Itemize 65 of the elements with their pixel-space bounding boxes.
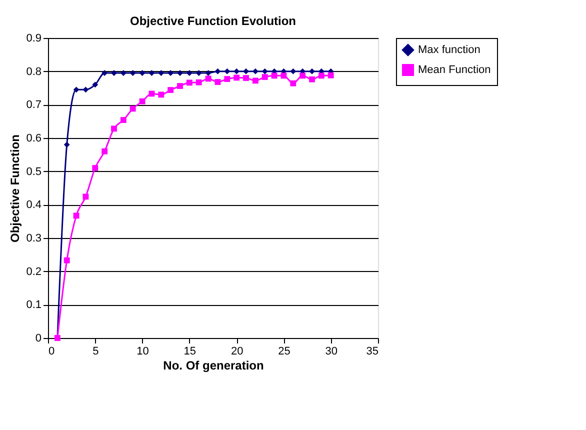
point bbox=[120, 117, 126, 123]
x-tick-label: 10 bbox=[136, 346, 149, 358]
point bbox=[168, 87, 174, 93]
point bbox=[205, 76, 212, 82]
point bbox=[92, 165, 98, 171]
legend-label: Max function bbox=[418, 44, 480, 56]
legend-label: Mean Function bbox=[418, 64, 491, 76]
y-tick-label: 0.9 bbox=[26, 32, 42, 44]
point bbox=[328, 72, 334, 78]
point bbox=[102, 148, 108, 154]
point bbox=[130, 106, 136, 112]
point bbox=[64, 257, 70, 264]
point bbox=[82, 194, 89, 200]
y-tick-label: 0.3 bbox=[26, 232, 42, 244]
point bbox=[271, 72, 278, 79]
point bbox=[309, 76, 315, 82]
y-tick-label: 0.2 bbox=[26, 266, 42, 278]
point bbox=[205, 70, 212, 76]
y-tick-label: 0.6 bbox=[26, 132, 42, 144]
point bbox=[177, 83, 183, 89]
point bbox=[214, 79, 221, 85]
point bbox=[148, 90, 155, 97]
x-axis-title: No. Of generation bbox=[163, 358, 264, 372]
point bbox=[243, 75, 249, 81]
point bbox=[224, 76, 230, 82]
x-tick-label: 25 bbox=[278, 346, 290, 358]
y-tick-label: 0.4 bbox=[26, 199, 42, 212]
x-tick-label: 35 bbox=[366, 346, 378, 358]
point bbox=[262, 74, 268, 80]
y-tick-label: 0.1 bbox=[26, 299, 42, 312]
point bbox=[73, 212, 80, 219]
point bbox=[224, 68, 230, 74]
point bbox=[148, 70, 155, 76]
point bbox=[290, 80, 296, 86]
y-axis-title: Objective Function bbox=[8, 134, 22, 243]
point bbox=[252, 78, 258, 84]
y-tick-label: 0.7 bbox=[26, 99, 42, 112]
point bbox=[139, 70, 146, 76]
point bbox=[243, 68, 249, 74]
point bbox=[111, 126, 117, 132]
point bbox=[139, 98, 146, 104]
chart-title: Objective Function Evolution bbox=[130, 14, 296, 28]
point bbox=[290, 68, 296, 74]
point bbox=[64, 142, 70, 148]
point bbox=[309, 68, 315, 74]
y-tick-label: 0 bbox=[35, 332, 42, 344]
x-tick-label: 5 bbox=[92, 346, 99, 358]
point bbox=[318, 72, 324, 79]
x-tick-label: 30 bbox=[325, 346, 338, 358]
point bbox=[73, 86, 80, 93]
point bbox=[82, 86, 89, 93]
point bbox=[214, 68, 221, 74]
point bbox=[234, 74, 240, 81]
x-tick-label: 0 bbox=[48, 346, 55, 358]
point bbox=[186, 80, 192, 86]
y-tick-label: 0.8 bbox=[26, 66, 42, 78]
point bbox=[158, 92, 164, 98]
x-tick-label: 15 bbox=[184, 346, 196, 358]
y-tick-label: 0.5 bbox=[26, 166, 42, 178]
point bbox=[300, 72, 306, 79]
point bbox=[196, 79, 202, 86]
point bbox=[92, 82, 98, 88]
x-tick-label: 20 bbox=[230, 346, 244, 358]
point bbox=[280, 72, 287, 79]
point bbox=[262, 68, 268, 74]
